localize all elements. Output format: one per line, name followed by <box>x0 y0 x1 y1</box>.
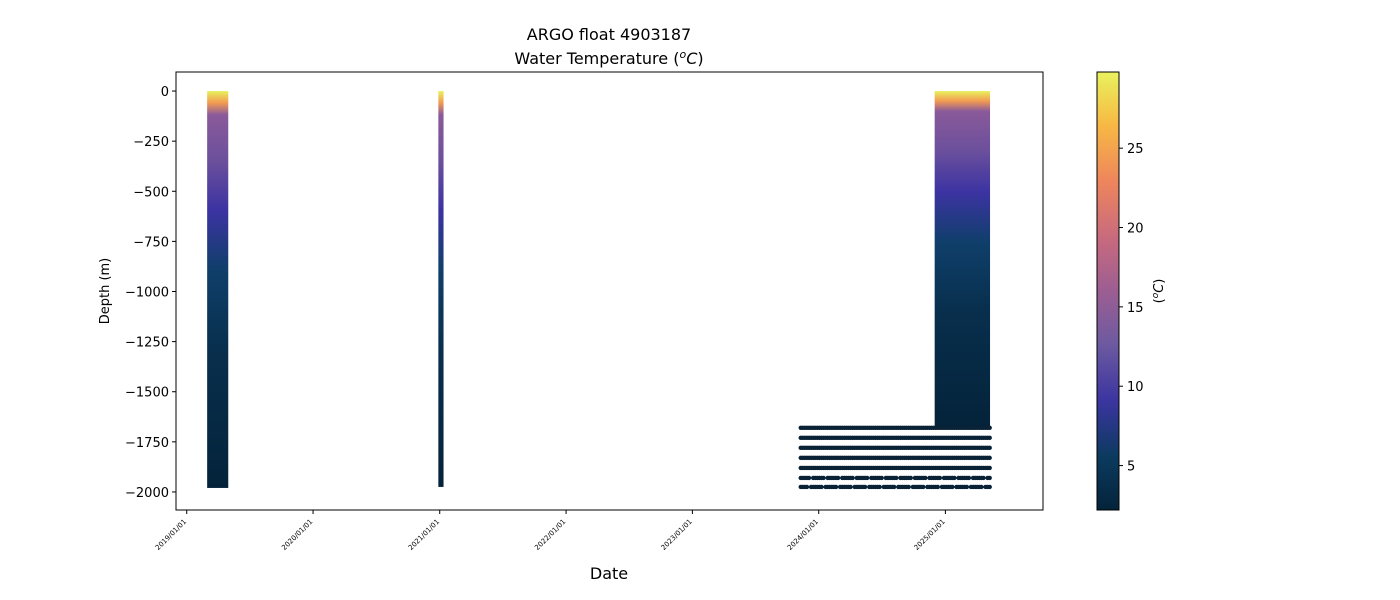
data-point <box>987 435 992 441</box>
data-point <box>906 484 911 490</box>
chart-title-line1: ARGO float 4903187 <box>527 25 691 44</box>
data-point <box>908 475 913 481</box>
data-point <box>879 475 884 481</box>
profile-bands <box>207 91 991 488</box>
data-point <box>819 484 824 490</box>
data-point <box>935 484 940 490</box>
y-tick-label: −1250 <box>125 336 169 351</box>
profile-band-3 <box>934 91 991 428</box>
data-point <box>987 475 992 481</box>
y-axis-label: Depth (m) <box>98 258 113 325</box>
y-tick-label: 0 <box>161 85 169 100</box>
colorbar-ticks: 5 10 15 20 25 <box>1119 142 1144 475</box>
plot-frame <box>175 71 1044 511</box>
colorbar-tick-label: 15 <box>1127 301 1144 316</box>
data-point <box>950 484 955 490</box>
y-tick-label: −1000 <box>125 286 169 301</box>
colorbar-tick-label: 20 <box>1127 222 1144 237</box>
x-tick-label: 2024/01/01 <box>786 518 820 552</box>
profile-band-2 <box>438 91 444 487</box>
data-point <box>894 475 899 481</box>
sparse-points <box>798 425 992 490</box>
y-tick-label: −2000 <box>125 486 169 501</box>
data-point <box>987 425 992 431</box>
x-tick-label: 2023/01/01 <box>660 518 694 552</box>
data-point <box>848 484 853 490</box>
data-point <box>833 484 839 490</box>
x-tick-label: 2020/01/01 <box>280 518 314 552</box>
data-point <box>804 484 810 490</box>
data-point <box>806 475 812 481</box>
data-point <box>987 484 992 490</box>
colorbar-tick-label: 10 <box>1127 380 1144 395</box>
data-point <box>850 475 855 481</box>
x-axis-ticks: 2019/01/01 2020/01/01 2021/01/01 2022/01/01… <box>154 510 947 552</box>
profile-band-1 <box>207 91 229 488</box>
data-point <box>891 484 897 490</box>
data-point <box>821 475 826 481</box>
data-point <box>987 445 992 451</box>
data-point <box>987 465 992 471</box>
colorbar-label: (oC) <box>1151 279 1167 304</box>
x-tick-label: 2025/01/01 <box>913 518 947 552</box>
y-tick-label: −500 <box>133 185 169 200</box>
y-axis-ticks: 0 −250 −500 −750 −1000 −1250 −1500 −1750 −2000 <box>125 85 176 501</box>
data-point <box>921 484 926 490</box>
data-point <box>923 475 928 481</box>
colorbar: 5 10 15 20 25 (oC) <box>1096 71 1167 511</box>
x-tick-label: 2022/01/01 <box>533 518 567 552</box>
data-point <box>981 475 986 481</box>
data-point <box>937 475 943 481</box>
data-point <box>966 475 972 481</box>
x-axis-label: Date <box>590 564 628 583</box>
y-tick-label: −1750 <box>125 436 169 451</box>
colorbar-tick-label: 25 <box>1127 142 1144 157</box>
data-point <box>979 484 984 490</box>
y-tick-label: −250 <box>133 135 169 150</box>
data-point <box>862 484 868 490</box>
data-point <box>987 455 992 461</box>
y-tick-label: −750 <box>133 235 169 250</box>
data-point <box>877 484 882 490</box>
plot-area: 0 −250 −500 −750 −1000 −1250 −1500 −1750 −2000 2… <box>125 71 1044 552</box>
data-point <box>835 475 841 481</box>
data-point <box>952 475 957 481</box>
colorbar-tick-label: 5 <box>1127 460 1135 475</box>
data-point <box>964 484 970 490</box>
x-tick-label: 2021/01/01 <box>407 518 441 552</box>
x-tick-label: 2019/01/01 <box>154 518 188 552</box>
chart-title-line2: Water Temperature (oC) <box>514 48 703 68</box>
colorbar-gradient <box>1096 71 1120 511</box>
y-tick-label: −1500 <box>125 386 169 401</box>
data-point <box>864 475 870 481</box>
